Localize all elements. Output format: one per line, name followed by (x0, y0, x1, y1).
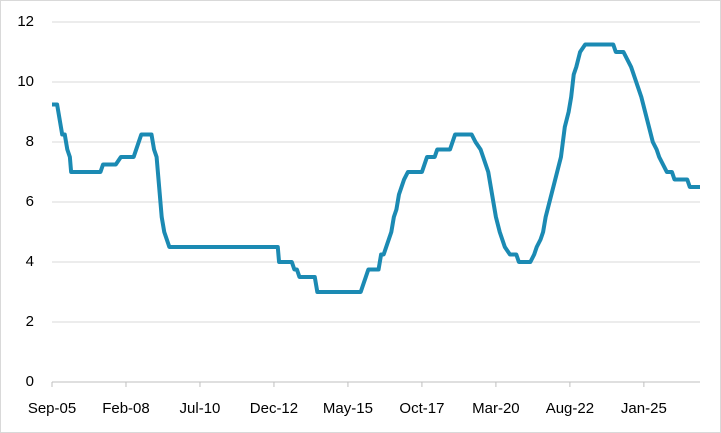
x-tick-label: Dec-12 (250, 400, 298, 417)
x-tick-label: Mar-20 (472, 400, 520, 417)
y-tick-label: 12 (17, 13, 34, 30)
x-tick-label: Feb-08 (102, 400, 150, 417)
y-tick-label: 0 (26, 373, 34, 390)
y-tick-label: 4 (26, 253, 34, 270)
y-tick-label: 10 (17, 73, 34, 90)
x-tick-label: Oct-17 (399, 400, 444, 417)
y-tick-label: 2 (26, 313, 34, 330)
x-tick-label: Sep-05 (28, 400, 76, 417)
y-tick-label: 8 (26, 133, 34, 150)
x-tick-label: Aug-22 (546, 400, 594, 417)
series-line (52, 42, 700, 294)
x-tick-label: Jul-10 (180, 400, 221, 417)
x-tick-label: May-15 (323, 400, 373, 417)
x-tick-label: Jan-25 (621, 400, 667, 417)
y-tick-label: 6 (26, 193, 34, 210)
